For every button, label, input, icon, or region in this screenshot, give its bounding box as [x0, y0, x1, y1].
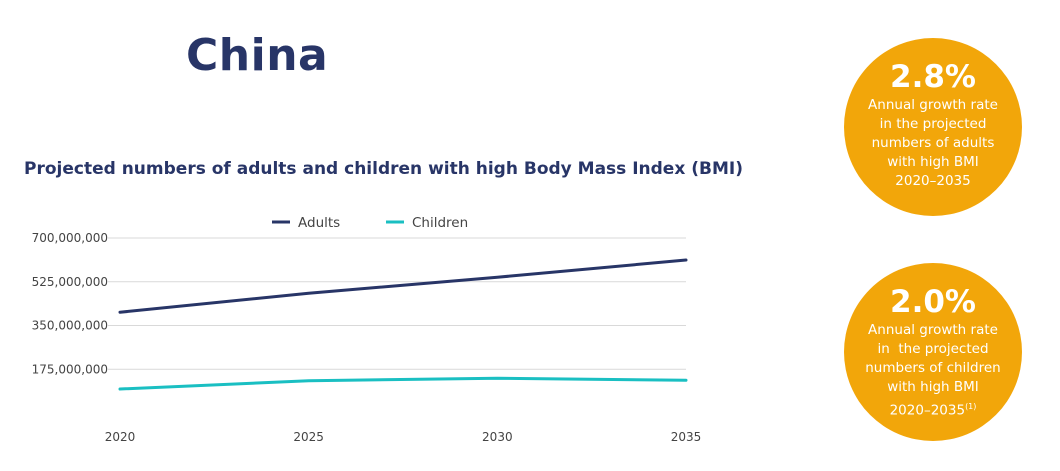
adults-growth-line-4: with high BMI [887, 154, 979, 170]
adults-growth-percent: 2.8% [890, 59, 976, 95]
y-tick-label: 525,000,000 [32, 275, 108, 289]
adults-growth-description: Annual growth rate in the projected numb… [844, 96, 1022, 191]
x-tick-label: 2030 [482, 430, 513, 444]
adults-growth-line-3: numbers of adults [871, 135, 995, 151]
children-growth-description: Annual growth rate in the projected numb… [844, 321, 1022, 421]
children-growth-line-1: Annual growth rate [868, 322, 998, 338]
series-line-children [118, 376, 688, 391]
children-growth-line-3: numbers of children [865, 360, 1001, 376]
x-tick-label: 2020 [105, 430, 136, 444]
children-growth-line-2: in the projected [877, 341, 989, 357]
legend-label-adults: Adults [298, 215, 340, 231]
series-line-adults [118, 258, 688, 314]
adults-growth-line-5: 2020–2035 [844, 172, 1022, 191]
children-growth-badge: 2.0% Annual growth rate in the projected… [844, 263, 1022, 441]
chart-title: Projected numbers of adults and children… [24, 159, 743, 179]
adults-growth-line-1: Annual growth rate [868, 97, 998, 113]
legend-label-children: Children [412, 215, 468, 231]
line-chart: 175,000,000 350,000,000 525,000,000 700,000… [32, 215, 702, 444]
y-tick-label: 350,000,000 [32, 319, 108, 333]
y-tick-label: 175,000,000 [32, 362, 108, 376]
page-title: China [186, 30, 329, 81]
x-tick-label: 2025 [293, 430, 324, 444]
adults-growth-line-2: in the projected [879, 116, 987, 132]
footnote-marker: (1) [965, 402, 977, 411]
y-tick-label: 700,000,000 [32, 231, 108, 245]
children-growth-line-5: 2020–2035(1) [844, 397, 1022, 421]
children-growth-line-4: with high BMI [887, 379, 979, 395]
adults-growth-badge: 2.8% Annual growth rate in the projected… [844, 38, 1022, 216]
children-growth-percent: 2.0% [890, 284, 976, 320]
adults-growth-period: 2020–2035 [895, 173, 971, 189]
children-growth-period: 2020–2035 [889, 402, 966, 419]
x-tick-label: 2035 [671, 430, 702, 444]
